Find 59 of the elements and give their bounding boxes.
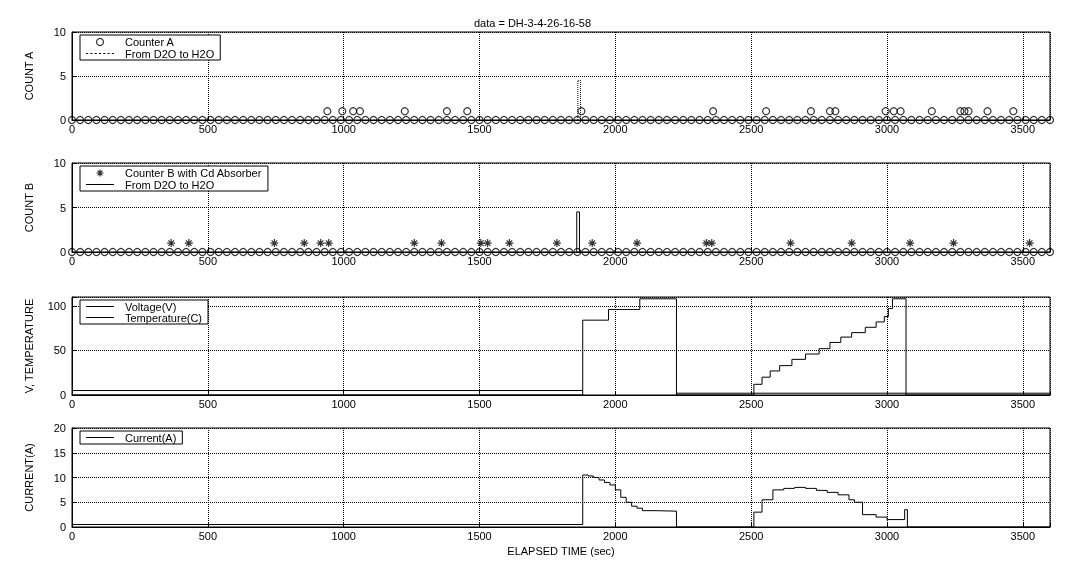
x-tick-label: 500 [198, 529, 218, 542]
x-tick-label: 1000 [331, 122, 356, 135]
y-tick-label: 5 [59, 496, 66, 509]
y-tick-label: 0 [59, 114, 66, 126]
x-tick-label: 0 [68, 529, 76, 542]
x-tick-label: 2000 [603, 254, 628, 267]
y-tick-label: 10 [53, 26, 66, 38]
x-tick-label: 2000 [603, 397, 628, 410]
x-tick-label: 2000 [603, 122, 628, 135]
x-tick-label: 3500 [1010, 122, 1036, 135]
y-tick-label: 0 [59, 389, 66, 401]
x-tick-label: 0 [68, 254, 76, 267]
x-tick-label: 3000 [874, 254, 900, 267]
x-tick-label: 3500 [1010, 254, 1036, 267]
legend-label: Temperature(C) [125, 311, 203, 324]
x-tick-label: 1000 [331, 254, 356, 267]
y-tick-label: 10 [53, 471, 66, 484]
legend-label: Counter A [125, 36, 175, 48]
x-tick-label: 500 [198, 397, 218, 410]
x-tick-label: 2500 [738, 397, 764, 410]
y-tick-label: 5 [59, 70, 66, 82]
x-tick-label: 1500 [467, 529, 492, 542]
chart-title: data = DH-3-4-26-16-58 [473, 16, 592, 29]
x-tick-label: 500 [198, 122, 218, 135]
x-tick-label: 1500 [467, 397, 492, 410]
x-tick-label: 2500 [738, 529, 764, 542]
legend-label: Voltage(V) [125, 300, 177, 313]
x-tick-label: 1500 [467, 254, 492, 267]
legend-label: From D2O to H2O [125, 178, 215, 191]
y-tick-label: 100 [47, 299, 66, 312]
y-tick-label: 10 [53, 157, 66, 169]
y-tick-label: 0 [59, 246, 66, 258]
x-tick-label: 1500 [467, 122, 492, 135]
y-axis-title: CURRENT(A) [22, 443, 35, 512]
legend-label: From D2O to H2O [125, 47, 215, 60]
y-tick-label: 20 [53, 422, 66, 434]
x-axis-title: ELAPSED TIME (sec) [507, 545, 615, 558]
y-axis-title: COUNT A [22, 50, 35, 101]
x-tick-label: 500 [198, 254, 218, 267]
x-tick-label: 1000 [331, 397, 356, 410]
x-tick-label: 3500 [1010, 397, 1036, 410]
x-tick-label: 2500 [738, 254, 764, 267]
legend-label: Current(A) [125, 431, 177, 444]
y-axis-title: COUNT B [22, 182, 35, 233]
x-tick-label: 0 [68, 397, 76, 410]
y-axis-title: V, TEMPERATURE [22, 298, 35, 394]
x-tick-label: 3500 [1010, 529, 1036, 542]
y-tick-label: 50 [53, 344, 66, 357]
legend-label: Counter B with Cd Absorber [125, 167, 262, 179]
x-tick-label: 3000 [874, 529, 900, 542]
y-tick-label: 5 [59, 201, 66, 214]
y-tick-label: 15 [53, 446, 66, 459]
y-tick-label: 0 [59, 521, 66, 533]
x-tick-label: 3000 [874, 122, 900, 135]
x-tick-label: 2500 [738, 122, 764, 135]
x-tick-label: 3000 [874, 397, 900, 410]
x-tick-label: 1000 [331, 529, 356, 542]
x-tick-label: 0 [68, 122, 76, 135]
x-tick-label: 2000 [603, 529, 628, 542]
